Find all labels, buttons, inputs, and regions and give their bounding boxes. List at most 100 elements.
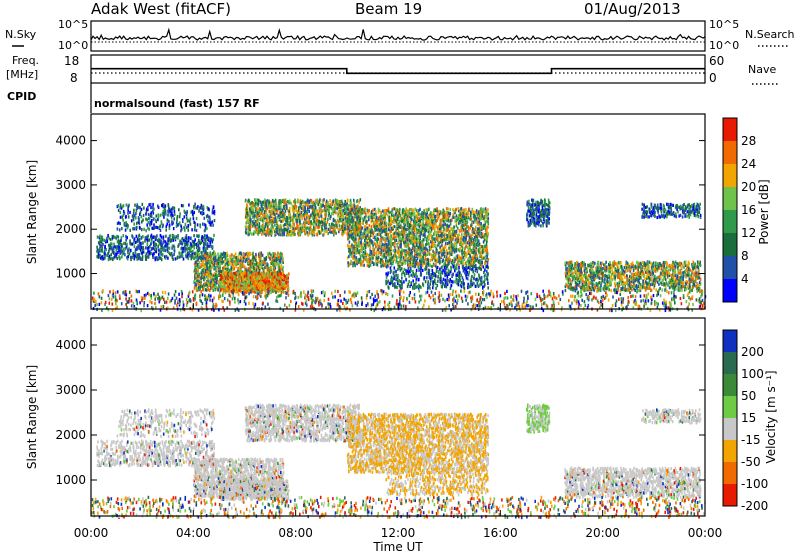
data-cell	[355, 237, 357, 241]
data-cell	[380, 248, 383, 252]
data-cell	[332, 199, 335, 203]
data-cell	[271, 256, 274, 260]
data-cell	[149, 244, 151, 248]
data-cell	[198, 285, 200, 289]
data-cell	[307, 199, 309, 203]
data-cell	[351, 243, 353, 247]
data-cell	[239, 258, 242, 262]
data-cell	[425, 258, 427, 262]
data-cell	[274, 252, 276, 256]
data-cell	[213, 209, 216, 213]
data-cell	[275, 201, 278, 205]
data-cell	[377, 255, 380, 259]
data-cell	[153, 223, 155, 227]
data-cell	[187, 224, 190, 228]
data-cell	[186, 210, 188, 214]
data-cell	[387, 207, 390, 211]
data-cell	[141, 202, 144, 206]
data-cell	[224, 273, 227, 277]
data-cell	[189, 222, 192, 226]
data-cell	[365, 231, 367, 235]
data-cell	[152, 202, 154, 207]
data-cell	[280, 275, 282, 280]
data-cell	[167, 204, 170, 208]
data-cell	[125, 244, 128, 248]
data-cell	[361, 207, 363, 212]
data-cell	[160, 245, 163, 249]
data-cell	[216, 258, 219, 262]
data-cell	[219, 270, 221, 274]
data-cell	[174, 257, 177, 261]
data-cell	[239, 275, 241, 279]
data-cell	[217, 263, 220, 267]
data-cell	[159, 228, 162, 232]
data-cell	[252, 208, 255, 212]
data-cell	[270, 253, 272, 257]
data-cell	[264, 198, 266, 202]
freq-tick-bottom: 8	[70, 71, 78, 85]
data-cell	[197, 281, 199, 285]
data-cell	[100, 244, 102, 248]
data-cell	[389, 226, 391, 230]
data-cell	[124, 253, 126, 257]
data-cell	[277, 251, 279, 255]
data-cell	[252, 251, 254, 255]
data-cell	[211, 257, 214, 262]
data-cell	[227, 257, 229, 261]
data-cell	[112, 257, 114, 262]
data-cell	[213, 267, 215, 271]
data-cell	[199, 255, 202, 259]
data-cell	[203, 263, 205, 267]
data-cell	[155, 236, 157, 240]
data-cell	[169, 253, 172, 257]
data-cell	[278, 276, 281, 280]
data-cell	[268, 200, 271, 204]
data-cell	[411, 224, 413, 228]
data-cell	[261, 253, 264, 257]
data-cell	[247, 198, 250, 202]
data-cell	[206, 251, 208, 255]
data-cell	[258, 257, 261, 261]
data-cell	[185, 254, 187, 259]
data-cell	[204, 288, 207, 292]
data-cell	[222, 251, 225, 255]
data-cell	[197, 263, 199, 267]
data-cell	[144, 236, 147, 240]
data-cell	[340, 218, 343, 222]
data-cell	[312, 200, 315, 204]
data-cell	[390, 261, 392, 265]
data-cell	[331, 208, 334, 212]
data-cell	[200, 239, 203, 243]
data-cell	[123, 250, 125, 254]
data-cell	[335, 211, 337, 215]
data-cell	[198, 255, 201, 259]
data-cell	[252, 255, 255, 259]
data-cell	[185, 234, 188, 238]
data-cell	[184, 249, 186, 253]
data-cell	[228, 272, 231, 276]
power-data	[91, 198, 707, 313]
data-cell	[401, 225, 403, 230]
data-cell	[219, 290, 221, 294]
data-cell	[321, 209, 324, 213]
data-cell	[139, 248, 142, 252]
data-cell	[206, 264, 208, 268]
data-cell	[202, 288, 204, 292]
data-cell	[429, 262, 431, 266]
data-cell	[181, 253, 184, 257]
data-cell	[194, 267, 197, 271]
data-cell	[255, 207, 258, 211]
data-cell	[117, 221, 120, 225]
data-cell	[137, 253, 139, 257]
data-cell	[195, 228, 198, 232]
data-cell	[100, 255, 102, 260]
data-cell	[222, 268, 224, 272]
data-cell	[134, 240, 137, 245]
data-cell	[196, 245, 198, 249]
data-cell	[245, 267, 248, 271]
data-cell	[162, 246, 164, 250]
data-cell	[260, 216, 263, 220]
data-cell	[205, 288, 208, 292]
data-cell	[211, 245, 214, 249]
data-cell	[191, 209, 194, 213]
